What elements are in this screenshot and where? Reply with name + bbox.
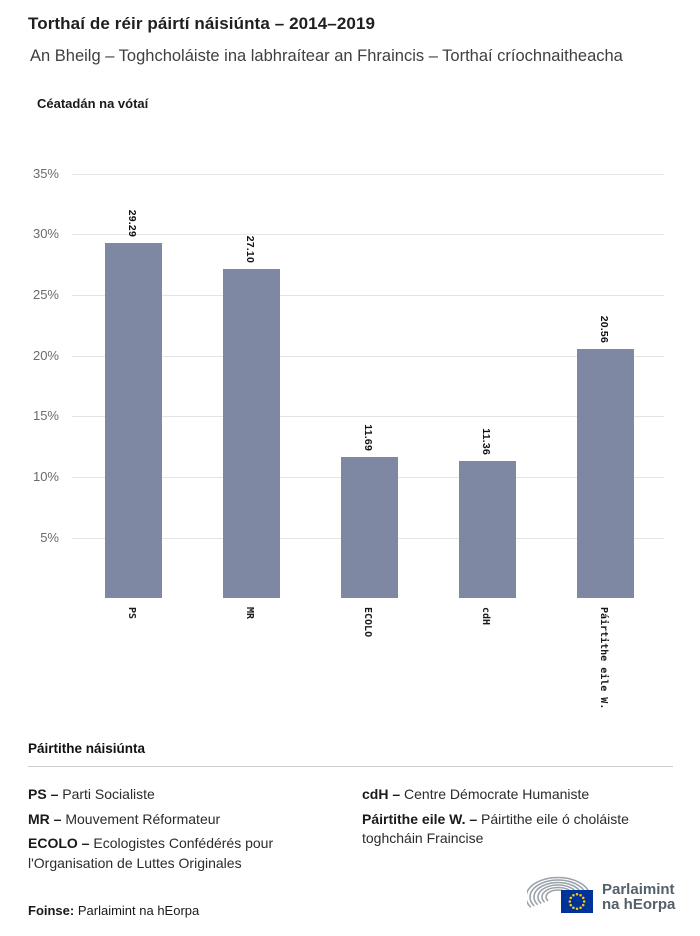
legend-divider bbox=[28, 766, 673, 767]
bar-MR bbox=[222, 269, 280, 599]
legend-entry: MR – Mouvement Réformateur bbox=[28, 810, 330, 830]
y-tick-label: 20% bbox=[32, 347, 59, 363]
legend-abbr: MR – bbox=[28, 810, 62, 827]
legend-text: Parti Socialiste bbox=[58, 786, 155, 802]
source-value: Parlaimint na hEorpa bbox=[74, 903, 200, 918]
logo-line1: Parlaimint bbox=[602, 881, 675, 898]
legend-column-left: PS – Parti Socialiste MR – Mouvement Réf… bbox=[28, 785, 330, 878]
x-axis-label: PS bbox=[126, 607, 137, 620]
bar-PS bbox=[104, 242, 162, 599]
bar-chart: 35% 30% 25% 20% 15% 10% 5% 29.29 PS 27.10 MR 11.69 E… bbox=[32, 165, 664, 710]
legend-abbr: PS – bbox=[28, 786, 59, 802]
x-axis-label: cdH bbox=[480, 607, 491, 626]
bar-cdH bbox=[458, 460, 516, 599]
legend-text: Páirtithe eile ó choláiste toghcháin Fra… bbox=[362, 810, 629, 847]
legend-heading: Páirtithe náisiúnta bbox=[28, 741, 146, 756]
y-tick-label: 5% bbox=[40, 529, 59, 545]
legend-entry: ECOLO – Ecologistes Confédérés pour l'Or… bbox=[28, 834, 330, 873]
bar-value-label: 11.69 bbox=[362, 423, 374, 451]
gridline bbox=[72, 355, 664, 357]
legend-abbr: ECOLO – bbox=[28, 835, 90, 851]
legend-text: Mouvement Réformateur bbox=[61, 810, 221, 827]
gridline bbox=[72, 234, 664, 236]
gridline bbox=[72, 416, 664, 418]
bar-value-label: 27.10 bbox=[244, 236, 256, 264]
y-tick-label: 35% bbox=[32, 165, 59, 181]
x-axis-label: ECOLO bbox=[362, 607, 373, 638]
logo-line2: na hEorpa bbox=[602, 895, 676, 913]
y-tick-label: 25% bbox=[32, 286, 59, 302]
x-axis-label: MR bbox=[244, 607, 255, 620]
source-label: Foinse: bbox=[28, 903, 75, 918]
y-tick-label: 30% bbox=[32, 226, 59, 242]
european-parliament-logo-icon bbox=[527, 876, 593, 913]
bar-ECOLO bbox=[340, 456, 398, 599]
bar-Páirtithe eile W. bbox=[576, 348, 634, 599]
y-tick-label: 10% bbox=[32, 469, 59, 484]
legend-entry: Páirtithe eile W. – Páirtithe eile ó cho… bbox=[362, 810, 674, 849]
legend-text: Ecologistes Confédérés pour l'Organisati… bbox=[28, 835, 274, 871]
legend-entry: PS – Parti Socialiste bbox=[28, 785, 330, 805]
page-title: Torthaí de réir páirtí náisiúnta – 2014–… bbox=[28, 14, 376, 33]
legend-column-right: cdH – Centre Démocrate Humaniste Páirtit… bbox=[362, 785, 674, 854]
y-tick-label: 15% bbox=[32, 408, 59, 424]
y-axis-title: Céatadán na vótaí bbox=[37, 96, 149, 111]
logo-wordmark: Parlaimint na hEorpa bbox=[602, 881, 676, 913]
eu-stars-icon bbox=[568, 893, 586, 910]
bar-value-label: 20.56 bbox=[598, 315, 610, 343]
legend-abbr: Páirtithe eile W. – bbox=[362, 810, 478, 827]
gridline bbox=[72, 294, 664, 296]
x-axis-label: Páirtithe eile W. bbox=[598, 607, 609, 710]
legend-entry: cdH – Centre Démocrate Humaniste bbox=[362, 785, 674, 805]
bar-value-label: 29.29 bbox=[126, 209, 138, 237]
gridline bbox=[72, 173, 664, 175]
eu-flag-icon bbox=[561, 890, 593, 913]
source-note: Foinse: Parlaimint na hEorpa bbox=[28, 903, 199, 918]
bar-value-label: 11.36 bbox=[480, 427, 492, 455]
legend-text: Centre Démocrate Humaniste bbox=[400, 786, 590, 802]
page-subtitle: An Bheilg – Toghcholáiste ina labhraítea… bbox=[30, 47, 623, 65]
legend-abbr: cdH – bbox=[362, 786, 401, 802]
